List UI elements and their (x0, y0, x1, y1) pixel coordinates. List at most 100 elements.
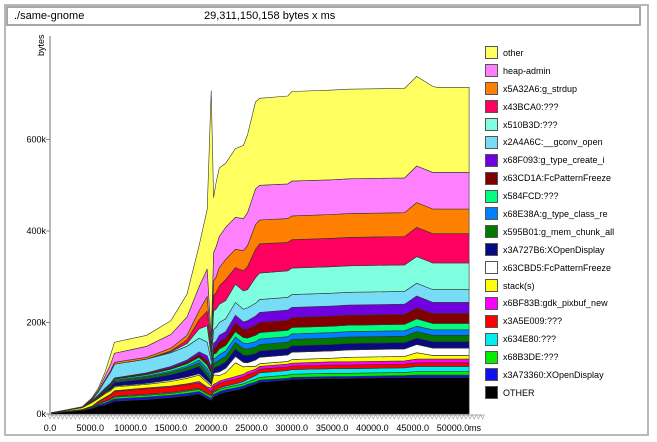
snapshot-marker-icon (328, 414, 334, 420)
snapshot-marker-icon (370, 414, 376, 420)
snapshot-marker-icon (429, 414, 435, 420)
snapshot-marker-icon (211, 414, 217, 420)
snapshot-marker-icon (118, 414, 124, 420)
legend-label: x63CD1A:FcPatternFreeze (503, 173, 612, 184)
snapshot-marker-icon (274, 414, 280, 420)
snapshot-marker-icon (291, 414, 297, 420)
legend-label: x5A32A6:g_strdup (503, 83, 578, 94)
legend-swatch-icon (485, 135, 498, 149)
snapshot-marker-icon (400, 414, 406, 420)
legend-item: x3A727B6:XOpenDisplay (485, 241, 645, 259)
snapshot-marker-icon (47, 414, 53, 420)
snapshot-marker-icon (123, 414, 129, 420)
x-axis-ticks: 0.0 5000.0 10000.0 15000.0 20000.0 25000.0 300… (44, 414, 486, 433)
legend-item: x43BCA0:??? (485, 98, 645, 116)
snapshot-marker-icon (244, 414, 250, 420)
legend-swatch-icon (485, 100, 498, 114)
snapshot-marker-icon (131, 414, 137, 420)
legend-item: x3A73360:XOpenDisplay (485, 366, 645, 384)
legend-item: x6BF83B:gdk_pixbuf_new (485, 294, 645, 312)
snapshot-marker-icon (446, 414, 452, 420)
legend-label: heap-admin (503, 65, 551, 76)
legend-label: other (503, 47, 524, 58)
snapshot-marker-icon (391, 414, 397, 420)
snapshot-marker-icon (358, 414, 364, 420)
y-tick-label: 200k (26, 318, 46, 328)
legend-label: stack(s) (503, 280, 535, 291)
snapshot-marker-icon (307, 414, 313, 420)
legend-swatch-icon (485, 46, 498, 60)
legend-item: x5A32A6:g_strdup (485, 80, 645, 98)
legend-label: x3A727B6:XOpenDisplay (503, 244, 605, 255)
x-tick-label: 50000.0 (437, 423, 470, 433)
legend-swatch-icon (485, 82, 498, 96)
snapshot-marker-icon (354, 414, 360, 420)
legend-swatch-icon (485, 332, 498, 346)
legend-item: x63CBD5:FcPatternFreeze (485, 259, 645, 277)
legend-item: x584FCD:??? (485, 187, 645, 205)
legend-item: x634E80:??? (485, 330, 645, 348)
snapshot-marker-icon (379, 414, 385, 420)
legend-swatch-icon (485, 386, 498, 400)
legend-item: stack(s) (485, 277, 645, 295)
legend-swatch-icon (485, 243, 498, 257)
snapshot-marker-icon (375, 414, 381, 420)
snapshot-marker-icon (106, 414, 112, 420)
snapshot-marker-icon (81, 414, 87, 420)
x-tick-label: 30000.0 (276, 423, 309, 433)
legend-label: OTHER (503, 387, 535, 398)
x-tick-label: 10000.0 (114, 423, 147, 433)
snapshot-marker-icon (303, 414, 309, 420)
legend-label: x595B01:g_mem_chunk_all (503, 226, 615, 237)
legend-item: other (485, 44, 645, 62)
chart-header: ./same-gnome 29,311,150,158 bytes x ms (6, 6, 641, 26)
snapshot-marker-icon (93, 414, 99, 420)
snapshot-marker-icon (160, 414, 166, 420)
snapshot-marker-icon (270, 414, 276, 420)
snapshot-marker-icon (312, 414, 318, 420)
legend-label: x43BCA0:??? (503, 101, 559, 112)
snapshot-marker-icon (261, 414, 267, 420)
legend-item: x68F093:g_type_create_i (485, 151, 645, 169)
snapshot-marker-icon (177, 414, 183, 420)
snapshot-marker-icon (194, 414, 200, 420)
snapshot-marker-icon (349, 414, 355, 420)
legend-label: x6BF83B:gdk_pixbuf_new (503, 298, 608, 309)
snapshot-marker-icon (232, 414, 238, 420)
snapshot-marker-icon (366, 414, 372, 420)
legend-item: x3A5E009:??? (485, 312, 645, 330)
snapshot-marker-icon (412, 414, 418, 420)
area-series-19 (49, 76, 470, 414)
snapshot-marker-icon (68, 414, 74, 420)
snapshot-marker-icon (282, 414, 288, 420)
snapshot-marker-icon (450, 414, 456, 420)
legend-swatch-icon (485, 314, 498, 328)
snapshot-marker-icon (165, 414, 171, 420)
y-tick-label: 400k (26, 226, 46, 236)
snapshot-marker-icon (127, 414, 133, 420)
y-axis-ticks: 0k 200k 400k 600k (26, 135, 50, 419)
snapshot-marker-icon (51, 414, 57, 420)
snapshot-marker-icon (135, 414, 141, 420)
snapshot-marker-icon (144, 414, 150, 420)
snapshot-marker-icon (198, 414, 204, 420)
x-axis-unit: ms (469, 423, 481, 433)
legend-swatch-icon (485, 207, 498, 221)
snapshot-marker-icon (148, 414, 154, 420)
snapshot-marker-icon (55, 414, 61, 420)
x-tick-label: 40000.0 (356, 423, 389, 433)
snapshot-marker-icon (236, 414, 242, 420)
snapshot-marker-icon (278, 414, 284, 420)
snapshot-marker-icon (249, 414, 255, 420)
snapshot-marker-icon (345, 414, 351, 420)
snapshot-marker-icon (265, 414, 271, 420)
legend-label: x68B3DE:??? (503, 352, 559, 363)
command-name: ./same-gnome (14, 10, 85, 22)
snapshot-marker-icon (471, 414, 477, 420)
x-tick-label: 25000.0 (235, 423, 268, 433)
snapshot-marker-icon (383, 414, 389, 420)
legend-label: x584FCD:??? (503, 191, 559, 202)
legend-item: x68E38A:g_type_class_re (485, 205, 645, 223)
snapshot-marker-icon (425, 414, 431, 420)
snapshot-marker-icon (64, 414, 70, 420)
